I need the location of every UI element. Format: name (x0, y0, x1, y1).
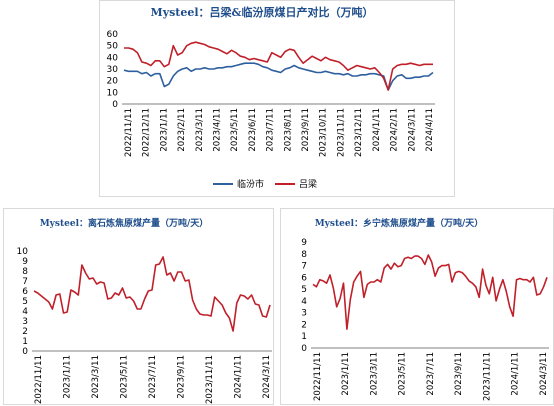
x-tick-label: 2024/3/11 (262, 355, 272, 399)
y-tick-label: 30 (107, 65, 119, 75)
x-tick-label: 2023/4/11 (213, 108, 223, 152)
y-tick-label: 0 (301, 344, 307, 354)
x-tick-label: 2023/3/11 (91, 355, 101, 399)
x-tick-label: 2022/12/11 (142, 108, 152, 157)
y-tick-label: 10 (17, 247, 29, 257)
x-tick-label: 2024/1/11 (511, 352, 521, 396)
x-tick-label: 2022/11/11 (124, 108, 134, 157)
y-tick-label: 50 (107, 42, 119, 52)
y-tick-label: 2 (22, 327, 28, 337)
y-tick-label: 7 (22, 277, 28, 287)
y-tick-label: 5 (22, 297, 28, 307)
x-tick-label: 2023/5/11 (398, 352, 408, 396)
x-tick-label: 2023/10/11 (319, 108, 329, 157)
chart-title: Mysteel：吕梁&临汾原煤日产对比（万吨） (151, 5, 374, 19)
x-tick-label: 2023/7/11 (266, 108, 276, 152)
x-tick-label: 2024/4/11 (425, 108, 435, 152)
x-tick-label: 2024/3/11 (539, 352, 549, 396)
y-tick-label: 7 (301, 262, 307, 272)
series-line-1 (124, 41, 433, 91)
series-line-0 (312, 254, 548, 330)
y-tick-label: 3 (22, 317, 28, 327)
x-tick-label: 2023/11/11 (336, 108, 346, 157)
legend-label: 吕梁 (299, 178, 317, 190)
chart-title: Mysteel：乡宁炼焦原煤产量（万吨/天） (315, 217, 484, 229)
x-tick-label: 2023/1/11 (159, 108, 169, 152)
chart-xiangning: Mysteel：乡宁炼焦原煤产量（万吨/天）01234567892022/11/… (301, 217, 549, 401)
x-tick-label: 2024/1/11 (372, 108, 382, 152)
x-tick-label: 2023/8/11 (283, 108, 293, 152)
y-tick-label: 2 (301, 320, 307, 330)
x-tick-label: 2023/7/11 (148, 355, 158, 399)
x-tick-label: 2023/6/11 (248, 108, 258, 152)
x-tick-label: 2024/2/11 (390, 108, 400, 152)
y-tick-label: 1 (301, 332, 307, 342)
series-line-0 (33, 256, 271, 332)
x-tick-label: 2024/1/11 (233, 355, 243, 399)
y-tick-label: 6 (301, 273, 307, 283)
y-tick-label: 9 (22, 257, 28, 267)
x-tick-label: 2023/5/11 (230, 108, 240, 152)
y-tick-label: 4 (301, 297, 307, 307)
chart-panel-xiangning: Mysteel：乡宁炼焦原煤产量（万吨/天） 0 1 2 3 4 5 6 7 8 9 2022/11/… (280, 208, 554, 405)
y-tick-label: 20 (107, 77, 119, 87)
y-tick-label: 60 (107, 30, 119, 40)
y-tick-label: 6 (22, 287, 28, 297)
chart-title: Mysteel：离石炼焦原煤产量（万吨/天） (40, 217, 209, 229)
x-tick-label: 2022/11/11 (34, 355, 44, 404)
y-tick-label: 40 (107, 53, 119, 63)
legend-label: 临汾市 (237, 178, 264, 190)
x-tick-label: 2023/9/11 (176, 355, 186, 399)
y-tick-label: 1 (22, 337, 28, 347)
x-tick-label: 2024/3/11 (407, 108, 417, 152)
y-tick-label: 8 (22, 267, 28, 277)
x-tick-label: 2023/11/11 (482, 352, 492, 401)
x-tick-label: 2023/5/11 (119, 355, 129, 399)
y-tick-label: 4 (22, 307, 28, 317)
x-tick-label: 2023/12/11 (354, 108, 364, 157)
y-tick-label: 0 (22, 347, 28, 357)
y-tick-label: 9 (301, 238, 307, 248)
x-tick-label: 2023/3/11 (369, 352, 379, 396)
x-tick-label: 2023/7/11 (426, 352, 436, 396)
y-tick-label: 3 (301, 309, 307, 319)
chart-panel-lvliang-linfen: Mysteel：吕梁&临汾原煤日产对比（万吨） 0 10 20 30 40 50 60 2022… (99, 0, 455, 197)
x-tick-label: 2023/9/11 (454, 352, 464, 396)
x-tick-label: 2023/1/11 (341, 352, 351, 396)
y-tick-label: 0 (112, 100, 118, 110)
x-tick-label: 2022/11/11 (313, 352, 323, 401)
y-tick-label: 5 (301, 285, 307, 295)
x-tick-label: 2023/3/11 (195, 108, 205, 152)
y-tick-label: 10 (107, 88, 119, 98)
x-tick-label: 2023/1/11 (62, 355, 72, 399)
x-tick-label: 2023/9/11 (301, 108, 311, 152)
y-tick-label: 8 (301, 250, 307, 260)
chart-panel-lishi: Mysteel：离石炼焦原煤产量（万吨/天） 0 1 2 3 4 5 6 7 8 9 10 2022/1… (3, 208, 274, 405)
x-tick-label: 2023/11/11 (205, 355, 215, 404)
x-tick-label: 2023/2/11 (177, 108, 187, 152)
